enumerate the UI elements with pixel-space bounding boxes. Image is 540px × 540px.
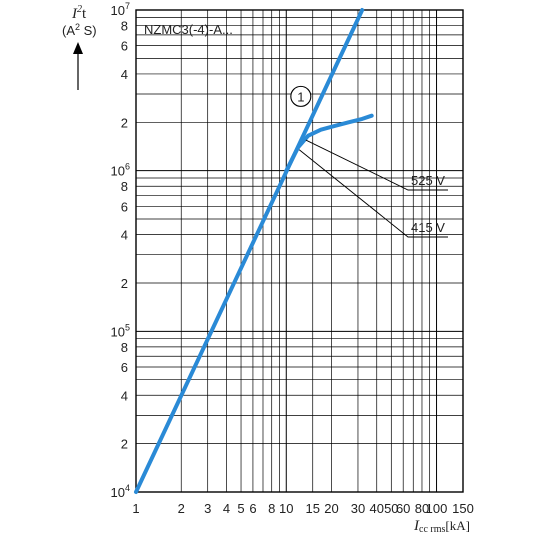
x-axis-label-sub: cc rms [419,524,445,535]
y-axis-unit-close: S) [80,23,97,38]
annotation-label: 525 V [411,173,445,188]
x-tick-label: 1 [132,501,139,516]
y-tick-label: 106 [111,162,130,179]
chart-title: NZMC3(-4)-A... [144,22,233,37]
y-tick-label: 104 [111,483,130,500]
x-tick-label: 50 [384,501,398,516]
y-axis-label: I2t (A2 S) [62,4,97,38]
x-axis-label-unit: [kA] [445,518,470,533]
svg-text:(A2 S): (A2 S) [62,22,97,38]
x-tick-label: 5 [237,501,244,516]
y-tick-label: 8 [121,19,128,34]
x-tick-label: 100 [426,501,448,516]
x-tick-label: 6 [249,501,256,516]
x-axis-label-var: I [413,518,420,534]
x-tick-label: 40 [370,501,384,516]
x-tick-label: 8 [268,501,275,516]
series-line1 [134,8,365,494]
y-tick-label: 105 [111,322,130,339]
x-tick-label: 60 [396,501,410,516]
x-tick-label: 10 [279,501,293,516]
y-tick-labels: 104 105 106 107 2 4 6 8 2 4 6 8 2 4 6 8 [111,1,130,500]
y-tick-label: 2 [121,276,128,291]
y-tick-label: 6 [121,360,128,375]
x-tick-label: 20 [324,501,338,516]
y-tick-label: 2 [121,437,128,452]
y-axis-unit-open: (A [62,23,75,38]
y-axis-label-sup: 2 [77,4,82,15]
y-tick-label: 4 [121,228,128,243]
y-tick-label: 4 [121,388,128,403]
chart-annotations: 525 V 415 V 1 [290,85,448,238]
y-tick-label: 4 [121,67,128,82]
y-tick-label: 107 [111,1,130,18]
annotation-leader [298,149,448,238]
x-tick-label: 150 [452,501,474,516]
callout-circle [290,85,312,107]
y-tick-label: 8 [121,340,128,355]
x-axis-label: Icc rms[kA] [413,518,470,535]
x-tick-label: 3 [204,501,211,516]
series-line525 [284,113,374,173]
y-tick-label: 6 [121,39,128,54]
chart-grid [135,9,464,493]
plot-frame [135,9,464,493]
y-axis-label-t: t [82,6,87,22]
y-axis-unit-sup: 2 [75,22,80,32]
x-tick-label: 30 [351,501,365,516]
y-tick-label: 2 [121,115,128,130]
annotation-leader [305,139,448,191]
y-axis-label-var: I [71,6,78,22]
x-tick-label: 80 [415,501,429,516]
chart-curves [134,8,374,494]
y-tick-label: 6 [121,199,128,214]
x-tick-label: 2 [178,501,185,516]
x-tick-label: 15 [305,501,319,516]
annotation-label: 415 V [411,220,445,235]
x-tick-label: 4 [223,501,230,516]
y-tick-label: 8 [121,179,128,194]
y-axis-arrow-icon [73,42,83,90]
callout-number: 1 [297,89,304,104]
svg-text:Icc rms[kA]: Icc rms[kA] [413,518,470,535]
svg-text:I2t: I2t [71,4,87,22]
